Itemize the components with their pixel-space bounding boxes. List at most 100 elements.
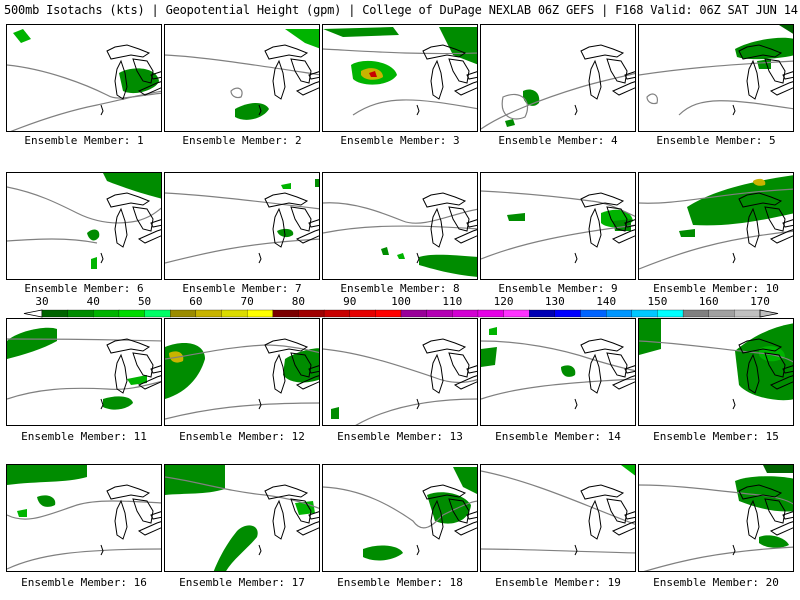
lake-outline <box>624 219 635 228</box>
colorbar-swatch <box>272 309 300 318</box>
height-contour <box>639 230 793 270</box>
lake-outline <box>290 498 312 524</box>
isotach-fill <box>103 396 133 410</box>
lake-outline <box>746 207 760 248</box>
lake-outline <box>150 365 161 374</box>
map-canvas <box>165 29 319 120</box>
member-caption: Ensemble Member: 10 <box>653 282 779 295</box>
ensemble-map-panel-20 <box>638 464 794 572</box>
map-canvas <box>323 338 477 425</box>
colorbar-swatch <box>529 309 556 318</box>
height-contour <box>230 87 243 99</box>
page-title: 500mb Isotachs (kts) | Geopotential Heig… <box>4 3 800 17</box>
colorbar-swatch <box>221 309 248 318</box>
isotach-fill <box>37 495 56 507</box>
lake-outline <box>746 59 760 100</box>
lake-outline <box>290 58 312 84</box>
lake-outline <box>114 499 128 540</box>
map-canvas <box>7 327 161 410</box>
lake-outline <box>106 484 151 500</box>
height-contour <box>165 54 319 76</box>
colorbar-swatch <box>734 309 761 318</box>
map-canvas <box>323 27 477 116</box>
height-contour <box>7 380 161 400</box>
height-contour <box>323 202 477 224</box>
map-canvas <box>165 465 319 571</box>
colorbar-tick-label: 160 <box>698 295 719 308</box>
height-contour <box>7 238 98 244</box>
height-contour <box>165 192 319 210</box>
lake-outline <box>272 59 286 100</box>
isotach-fill <box>281 183 291 189</box>
height-contour <box>481 378 635 400</box>
isotach-fill <box>213 525 258 571</box>
ensemble-map-panel-10 <box>638 172 794 280</box>
isotach-fill <box>453 467 477 494</box>
lake-outline <box>448 58 470 84</box>
coast-mark <box>258 104 262 116</box>
isotach-fill <box>381 247 389 255</box>
lake-outline <box>430 59 444 100</box>
coast-mark <box>574 544 578 556</box>
ensemble-map-panel-12 <box>164 318 320 426</box>
colorbar-tick-label: 120 <box>493 295 514 308</box>
isotach-fill <box>323 27 399 37</box>
colorbar-swatch <box>298 309 325 318</box>
height-contour <box>639 340 793 363</box>
height-contour <box>639 484 793 505</box>
isotach-fill <box>17 509 27 517</box>
lake-outline <box>611 375 635 390</box>
lake-outline <box>114 207 128 248</box>
member-caption: Ensemble Member: 3 <box>340 134 460 147</box>
map-canvas <box>165 179 319 264</box>
lake-outline <box>624 71 635 80</box>
lake-outline <box>769 521 793 536</box>
member-caption: Ensemble Member: 13 <box>337 430 463 443</box>
colorbar-swatch <box>375 309 402 318</box>
lake-outline <box>308 71 319 80</box>
colorbar-tick-label: 130 <box>544 295 565 308</box>
member-caption: Ensemble Member: 4 <box>498 134 618 147</box>
lake-outline <box>290 352 312 378</box>
lake-outline <box>746 499 760 540</box>
member-caption: Ensemble Member: 2 <box>182 134 302 147</box>
lake-outline <box>264 484 309 500</box>
member-caption: Ensemble Member: 8 <box>340 282 460 295</box>
height-contour <box>481 548 635 554</box>
isotach-fill <box>13 29 31 43</box>
coast-mark <box>416 252 420 264</box>
coast-mark <box>416 104 420 116</box>
lake-outline <box>272 499 286 540</box>
colorbar-swatch <box>41 309 69 318</box>
isotach-fill <box>561 365 576 377</box>
height-contour <box>639 60 793 76</box>
ensemble-map-panel-4 <box>480 24 636 132</box>
isotach-fill <box>507 213 525 221</box>
member-caption: Ensemble Member: 6 <box>24 282 144 295</box>
colorbar-tick-label: 80 <box>291 295 306 308</box>
isotach-fill <box>397 253 405 259</box>
colorbar-tick-label: 70 <box>240 295 254 308</box>
colorbar-tick-label: 90 <box>343 295 357 308</box>
lake-outline <box>453 81 477 96</box>
lake-outline <box>624 511 635 520</box>
map-canvas <box>639 465 793 571</box>
lake-outline <box>114 59 128 100</box>
ensemble-map-panel-7 <box>164 172 320 280</box>
ensemble-map-panel-2 <box>164 24 320 132</box>
colorbar-swatch <box>554 309 582 318</box>
map-canvas <box>639 25 793 116</box>
lake-outline <box>453 521 477 536</box>
height-contour <box>10 90 161 131</box>
lake-outline <box>606 352 628 378</box>
lake-outline <box>466 365 477 374</box>
lake-outline <box>606 58 628 84</box>
lake-outline <box>430 499 444 540</box>
colorbar-tick-label: 110 <box>442 295 463 308</box>
lake-outline <box>290 206 312 232</box>
colorbar-tick-label: 40 <box>86 295 100 308</box>
lake-outline <box>466 71 477 80</box>
member-caption: Ensemble Member: 1 <box>24 134 144 147</box>
coast-mark <box>574 398 578 410</box>
ensemble-map-panel-8 <box>322 172 478 280</box>
